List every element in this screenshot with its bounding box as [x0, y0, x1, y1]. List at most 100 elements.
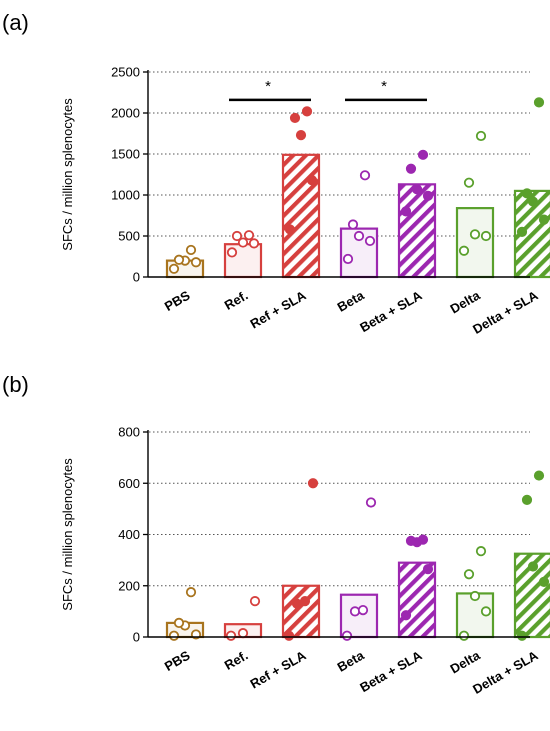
- data-point: [516, 226, 528, 237]
- data-point: [173, 617, 185, 629]
- x-tick-label: Delta + SLA: [470, 647, 541, 697]
- data-point: [538, 214, 550, 225]
- x-tick-label: Delta: [447, 647, 483, 676]
- panel-label: (b): [2, 372, 29, 397]
- bar-ref-sla: [281, 584, 321, 639]
- data-point: [469, 590, 481, 602]
- data-point: [307, 478, 319, 489]
- data-point: [185, 244, 197, 256]
- data-point: [359, 170, 371, 181]
- y-tick-label: 800: [118, 425, 140, 440]
- x-tick-label: Ref.: [222, 648, 251, 673]
- data-point: [533, 470, 545, 481]
- panel-b: (b) SFCs / million splenocytes 0 200 400 600 8…: [2, 372, 550, 697]
- data-point: [353, 230, 365, 242]
- data-point: [417, 149, 429, 160]
- x-tick-label: Delta: [447, 287, 483, 316]
- y-tick-label: 2000: [111, 106, 140, 121]
- data-point: [538, 576, 550, 588]
- x-tick-label: Beta + SLA: [357, 287, 425, 335]
- x-tick-label: PBS: [162, 287, 193, 314]
- bar-beta-sla: [397, 561, 437, 639]
- panel-a: (a) SFCs / million splenocytes 0 500 1000 150…: [2, 10, 550, 337]
- data-point: [516, 630, 528, 641]
- significance-label: *: [265, 78, 271, 95]
- data-point: [411, 184, 423, 195]
- y-tick-label: 0: [133, 630, 140, 645]
- y-tick-label: 600: [118, 476, 140, 491]
- data-point: [475, 546, 487, 557]
- data-point: [400, 610, 412, 621]
- data-point: [480, 606, 492, 617]
- data-point: [527, 196, 539, 207]
- data-point: [480, 230, 492, 242]
- x-tick-label: Beta + SLA: [357, 647, 425, 695]
- data-point: [168, 630, 180, 641]
- data-point: [237, 237, 249, 248]
- data-point: [347, 219, 359, 230]
- data-point: [405, 163, 417, 174]
- data-point: [190, 257, 202, 268]
- x-tick-label: Ref.: [222, 288, 251, 313]
- data-point: [405, 535, 417, 547]
- bar-beta: [339, 593, 379, 639]
- data-point: [365, 497, 377, 508]
- data-point: [295, 130, 307, 141]
- x-tick-label: Ref + SLA: [248, 287, 310, 331]
- y-tick-label: 0: [133, 270, 140, 285]
- data-point: [243, 230, 255, 241]
- x-tick-label: Beta: [335, 287, 368, 314]
- data-point: [463, 177, 475, 188]
- data-point: [417, 534, 429, 545]
- data-point: [306, 175, 318, 186]
- data-point: [284, 224, 296, 235]
- data-point: [226, 247, 238, 258]
- data-point: [225, 630, 237, 641]
- y-tick-label: 1500: [111, 147, 140, 162]
- data-point: [422, 563, 434, 575]
- data-point: [521, 494, 533, 506]
- data-point: [469, 229, 481, 240]
- data-point: [527, 561, 539, 572]
- data-point: [422, 190, 434, 201]
- data-point: [400, 206, 412, 217]
- data-point: [357, 604, 369, 616]
- data-point: [299, 596, 311, 607]
- data-point: [168, 263, 180, 274]
- y-axis-label: SFCs / million splenocytes: [60, 98, 75, 251]
- data-point: [349, 606, 361, 617]
- bar-ref-: [223, 243, 263, 279]
- data-point: [185, 587, 197, 598]
- data-point: [301, 106, 313, 117]
- significance-label: *: [381, 78, 387, 95]
- data-point: [283, 630, 295, 641]
- x-tick-label: Beta: [335, 647, 368, 674]
- data-point: [458, 245, 470, 256]
- y-axis-label: SFCs / million splenocytes: [60, 458, 75, 611]
- y-tick-label: 400: [118, 527, 140, 542]
- data-point: [248, 238, 260, 249]
- data-point: [475, 130, 487, 142]
- x-tick-label: PBS: [162, 647, 193, 674]
- data-point: [341, 630, 353, 641]
- data-point: [237, 628, 249, 639]
- data-point: [521, 188, 533, 199]
- y-tick-label: 2500: [111, 65, 140, 80]
- data-point: [342, 253, 354, 265]
- data-point: [289, 112, 301, 124]
- y-tick-label: 200: [118, 578, 140, 593]
- data-point: [458, 630, 470, 641]
- y-tick-label: 500: [118, 229, 140, 244]
- data-point: [231, 230, 243, 242]
- data-point: [463, 569, 475, 580]
- data-point: [364, 235, 376, 247]
- y-tick-label: 1000: [111, 188, 140, 203]
- x-tick-label: Ref + SLA: [248, 647, 310, 691]
- panel-label: (a): [2, 10, 29, 35]
- bar-delta: [455, 207, 495, 279]
- bar-ref-sla: [281, 153, 321, 279]
- data-point: [173, 254, 185, 265]
- data-point: [533, 97, 545, 108]
- data-point: [249, 596, 261, 607]
